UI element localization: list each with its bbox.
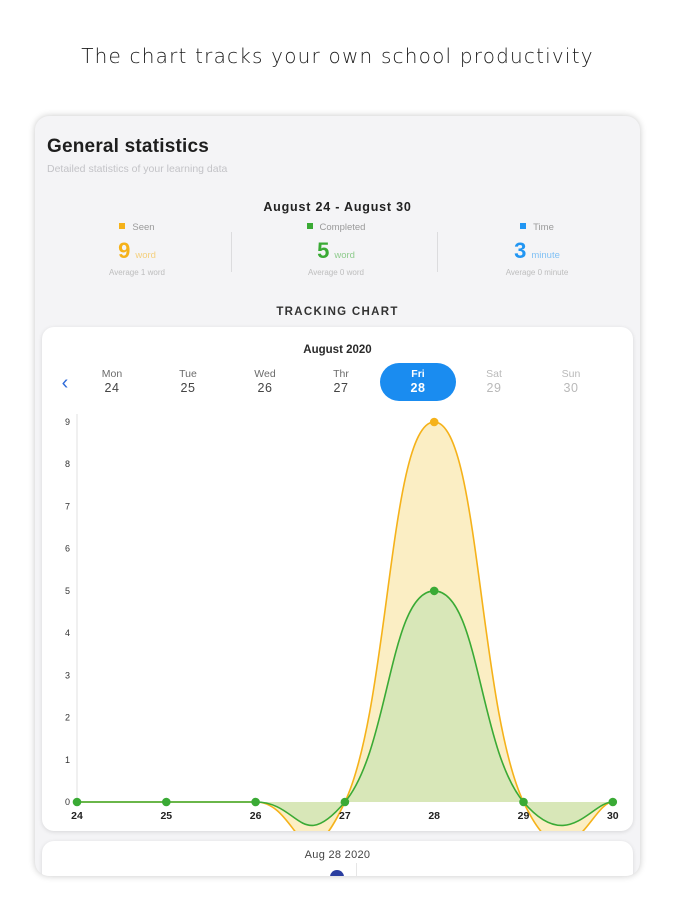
data-point [340, 797, 350, 807]
stat-seen: Seen 9 word Average 1 word [37, 222, 237, 277]
month-label: August 2020 [303, 344, 372, 356]
day-name: Sun [561, 368, 581, 380]
y-tick-label: 0 [65, 797, 70, 807]
day-name: Wed [254, 368, 276, 380]
y-tick-label: 4 [65, 628, 70, 638]
data-point [608, 797, 618, 807]
tracking-chart-card: August 2020 ‹ Mon 24 Tue 25 Wed 26 Thr 27 Fri 28 S… [42, 327, 633, 831]
data-point [429, 417, 439, 427]
x-tick-label: 29 [518, 810, 530, 822]
series-line-0 [76, 421, 613, 831]
stat-seen-label: Seen [132, 222, 155, 233]
day-name: Fri [411, 368, 425, 380]
x-tick-label: 25 [160, 810, 172, 822]
day-name: Mon [101, 368, 123, 380]
completed-legend-square [306, 223, 313, 229]
y-tick-label: 1 [65, 755, 70, 765]
stat-time-average: Average 0 minute [505, 268, 569, 277]
chevron-left-icon[interactable]: ‹ [61, 372, 69, 394]
day-tab-sat[interactable]: Sat 29 [456, 363, 532, 401]
stat-completed-value: 5 [317, 238, 330, 263]
day-marker-dot [330, 870, 344, 876]
day-tab-tue[interactable]: Tue 25 [150, 363, 226, 401]
day-name: Thr [333, 368, 349, 380]
stat-time-value: 3 [514, 238, 527, 263]
page-title: General statistics [47, 136, 210, 157]
stat-completed-unit: word [334, 250, 355, 261]
series-line-1 [76, 590, 613, 827]
tracking-chart-label: TRACKING CHART [276, 306, 399, 318]
data-point [519, 797, 528, 807]
data-point [251, 797, 260, 807]
day-tab-mon[interactable]: Mon 24 [74, 363, 150, 401]
date-range: August 24 - August 30 [263, 200, 412, 214]
promo-headline: The chart tracks your own school product… [81, 44, 594, 68]
day-detail-date: Aug 28 2020 [304, 849, 371, 861]
stats-summary: Seen 9 word Average 1 word Completed 5 wor… [35, 222, 640, 282]
day-tab-sun[interactable]: Sun 30 [533, 363, 609, 401]
stat-completed-average: Average 0 word [308, 268, 364, 277]
y-tick-label: 6 [65, 544, 70, 554]
y-tick-label: 5 [65, 586, 70, 596]
x-tick-label: 27 [339, 810, 351, 822]
day-tab-wed[interactable]: Wed 26 [227, 363, 303, 401]
day-detail-card: Aug 28 2020 [42, 841, 633, 876]
day-date: 27 [333, 381, 349, 395]
stat-seen-unit: word [135, 250, 156, 261]
seen-legend-square [119, 223, 126, 229]
stats-divider [231, 232, 232, 272]
day-tab-fri[interactable]: Fri 28 [380, 363, 456, 401]
app-screen: General statistics Detailed statistics o… [35, 116, 640, 876]
x-tick-label: 24 [71, 810, 83, 822]
stat-seen-value: 9 [118, 238, 131, 263]
stat-time-unit: minute [531, 250, 560, 261]
day-detail-divider [356, 863, 357, 876]
day-date: 26 [257, 381, 273, 395]
day-date: 29 [486, 381, 502, 395]
day-date: 28 [410, 381, 426, 395]
series-area-0 [77, 422, 613, 831]
day-name: Sat [486, 368, 502, 380]
data-point [72, 797, 82, 807]
stats-divider [437, 232, 438, 272]
x-tick-label: 26 [250, 810, 262, 822]
series-area-1 [77, 590, 613, 826]
y-tick-label: 9 [65, 417, 70, 427]
day-date: 24 [104, 381, 120, 395]
data-point [162, 797, 171, 807]
day-date: 30 [563, 381, 579, 395]
page-subtitle: Detailed statistics of your learning dat… [47, 163, 228, 175]
y-tick-label: 2 [65, 713, 70, 723]
day-date: 25 [180, 381, 196, 395]
y-tick-label: 3 [65, 670, 70, 680]
stat-completed-label: Completed [319, 222, 366, 233]
time-legend-square [520, 223, 527, 229]
x-tick-label: 28 [428, 810, 440, 822]
y-tick-label: 7 [65, 501, 70, 511]
stat-seen-average: Average 1 word [109, 268, 165, 277]
stat-time: Time 3 minute Average 0 minute [437, 222, 637, 277]
x-tick-label: 30 [607, 810, 619, 822]
day-name: Tue [179, 368, 197, 380]
y-tick-label: 8 [65, 459, 70, 469]
stat-completed: Completed 5 word Average 0 word [236, 222, 436, 277]
stat-time-label: Time [533, 222, 554, 233]
data-point [429, 586, 439, 596]
tracking-chart: 0 1 2 3 4 5 6 7 8 9 24 25 26 27 28 29 30 [65, 414, 619, 831]
day-tab-thr[interactable]: Thr 27 [303, 363, 379, 401]
